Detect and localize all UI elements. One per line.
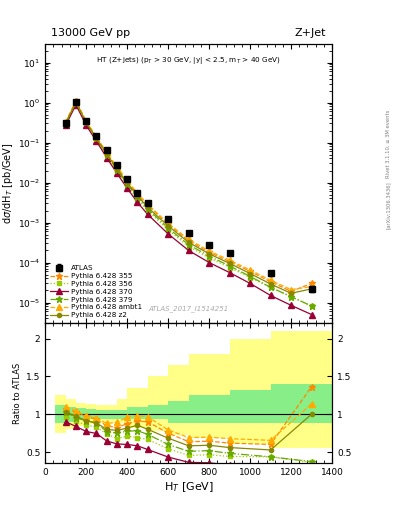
Y-axis label: Ratio to ATLAS: Ratio to ATLAS (13, 363, 22, 424)
Text: ATLAS_2017_I1514251: ATLAS_2017_I1514251 (149, 306, 229, 312)
Text: Rivet 3.1.10, ≥ 3M events: Rivet 3.1.10, ≥ 3M events (386, 109, 391, 178)
Text: 13000 GeV pp: 13000 GeV pp (51, 28, 130, 38)
Text: Z+Jet: Z+Jet (295, 28, 326, 38)
Legend: ATLAS, Pythia 6.428 355, Pythia 6.428 356, Pythia 6.428 370, Pythia 6.428 379, P: ATLAS, Pythia 6.428 355, Pythia 6.428 35… (49, 264, 144, 320)
X-axis label: H$_T$ [GeV]: H$_T$ [GeV] (163, 480, 214, 494)
Text: HT (Z+jets) (p$_{T}$ > 30 GeV, |y| < 2.5, m$_{T}$ > 40 GeV): HT (Z+jets) (p$_{T}$ > 30 GeV, |y| < 2.5… (96, 55, 281, 66)
Y-axis label: d$\sigma$/dH$_T$ [pb/GeV]: d$\sigma$/dH$_T$ [pb/GeV] (1, 143, 15, 224)
Text: [arXiv:1306.3436]: [arXiv:1306.3436] (386, 181, 391, 229)
